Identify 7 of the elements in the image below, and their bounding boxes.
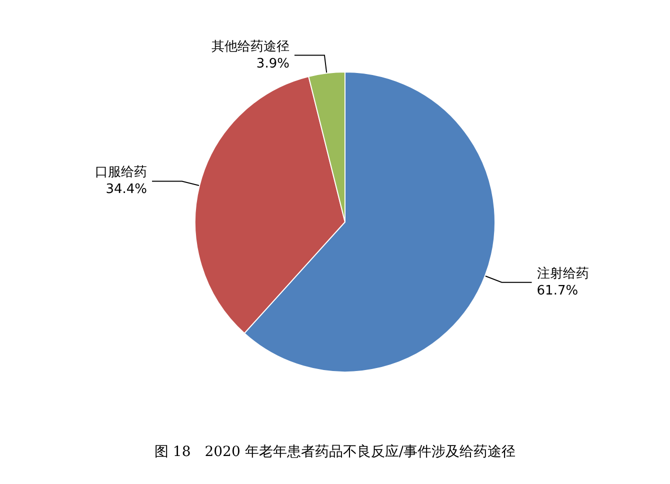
slice-label: 注射给药 <box>536 266 589 282</box>
data-label: 34.4% <box>106 182 148 198</box>
slice-label: 其他给药途径 <box>211 39 290 54</box>
data-label: 61.7% <box>536 283 578 298</box>
slice-label: 口服给药 <box>95 165 148 180</box>
text: 图 18 2020 年老年患者药品不良反应/事件涉及给药途径 <box>154 444 516 460</box>
data-label: 3.9% <box>256 56 290 72</box>
